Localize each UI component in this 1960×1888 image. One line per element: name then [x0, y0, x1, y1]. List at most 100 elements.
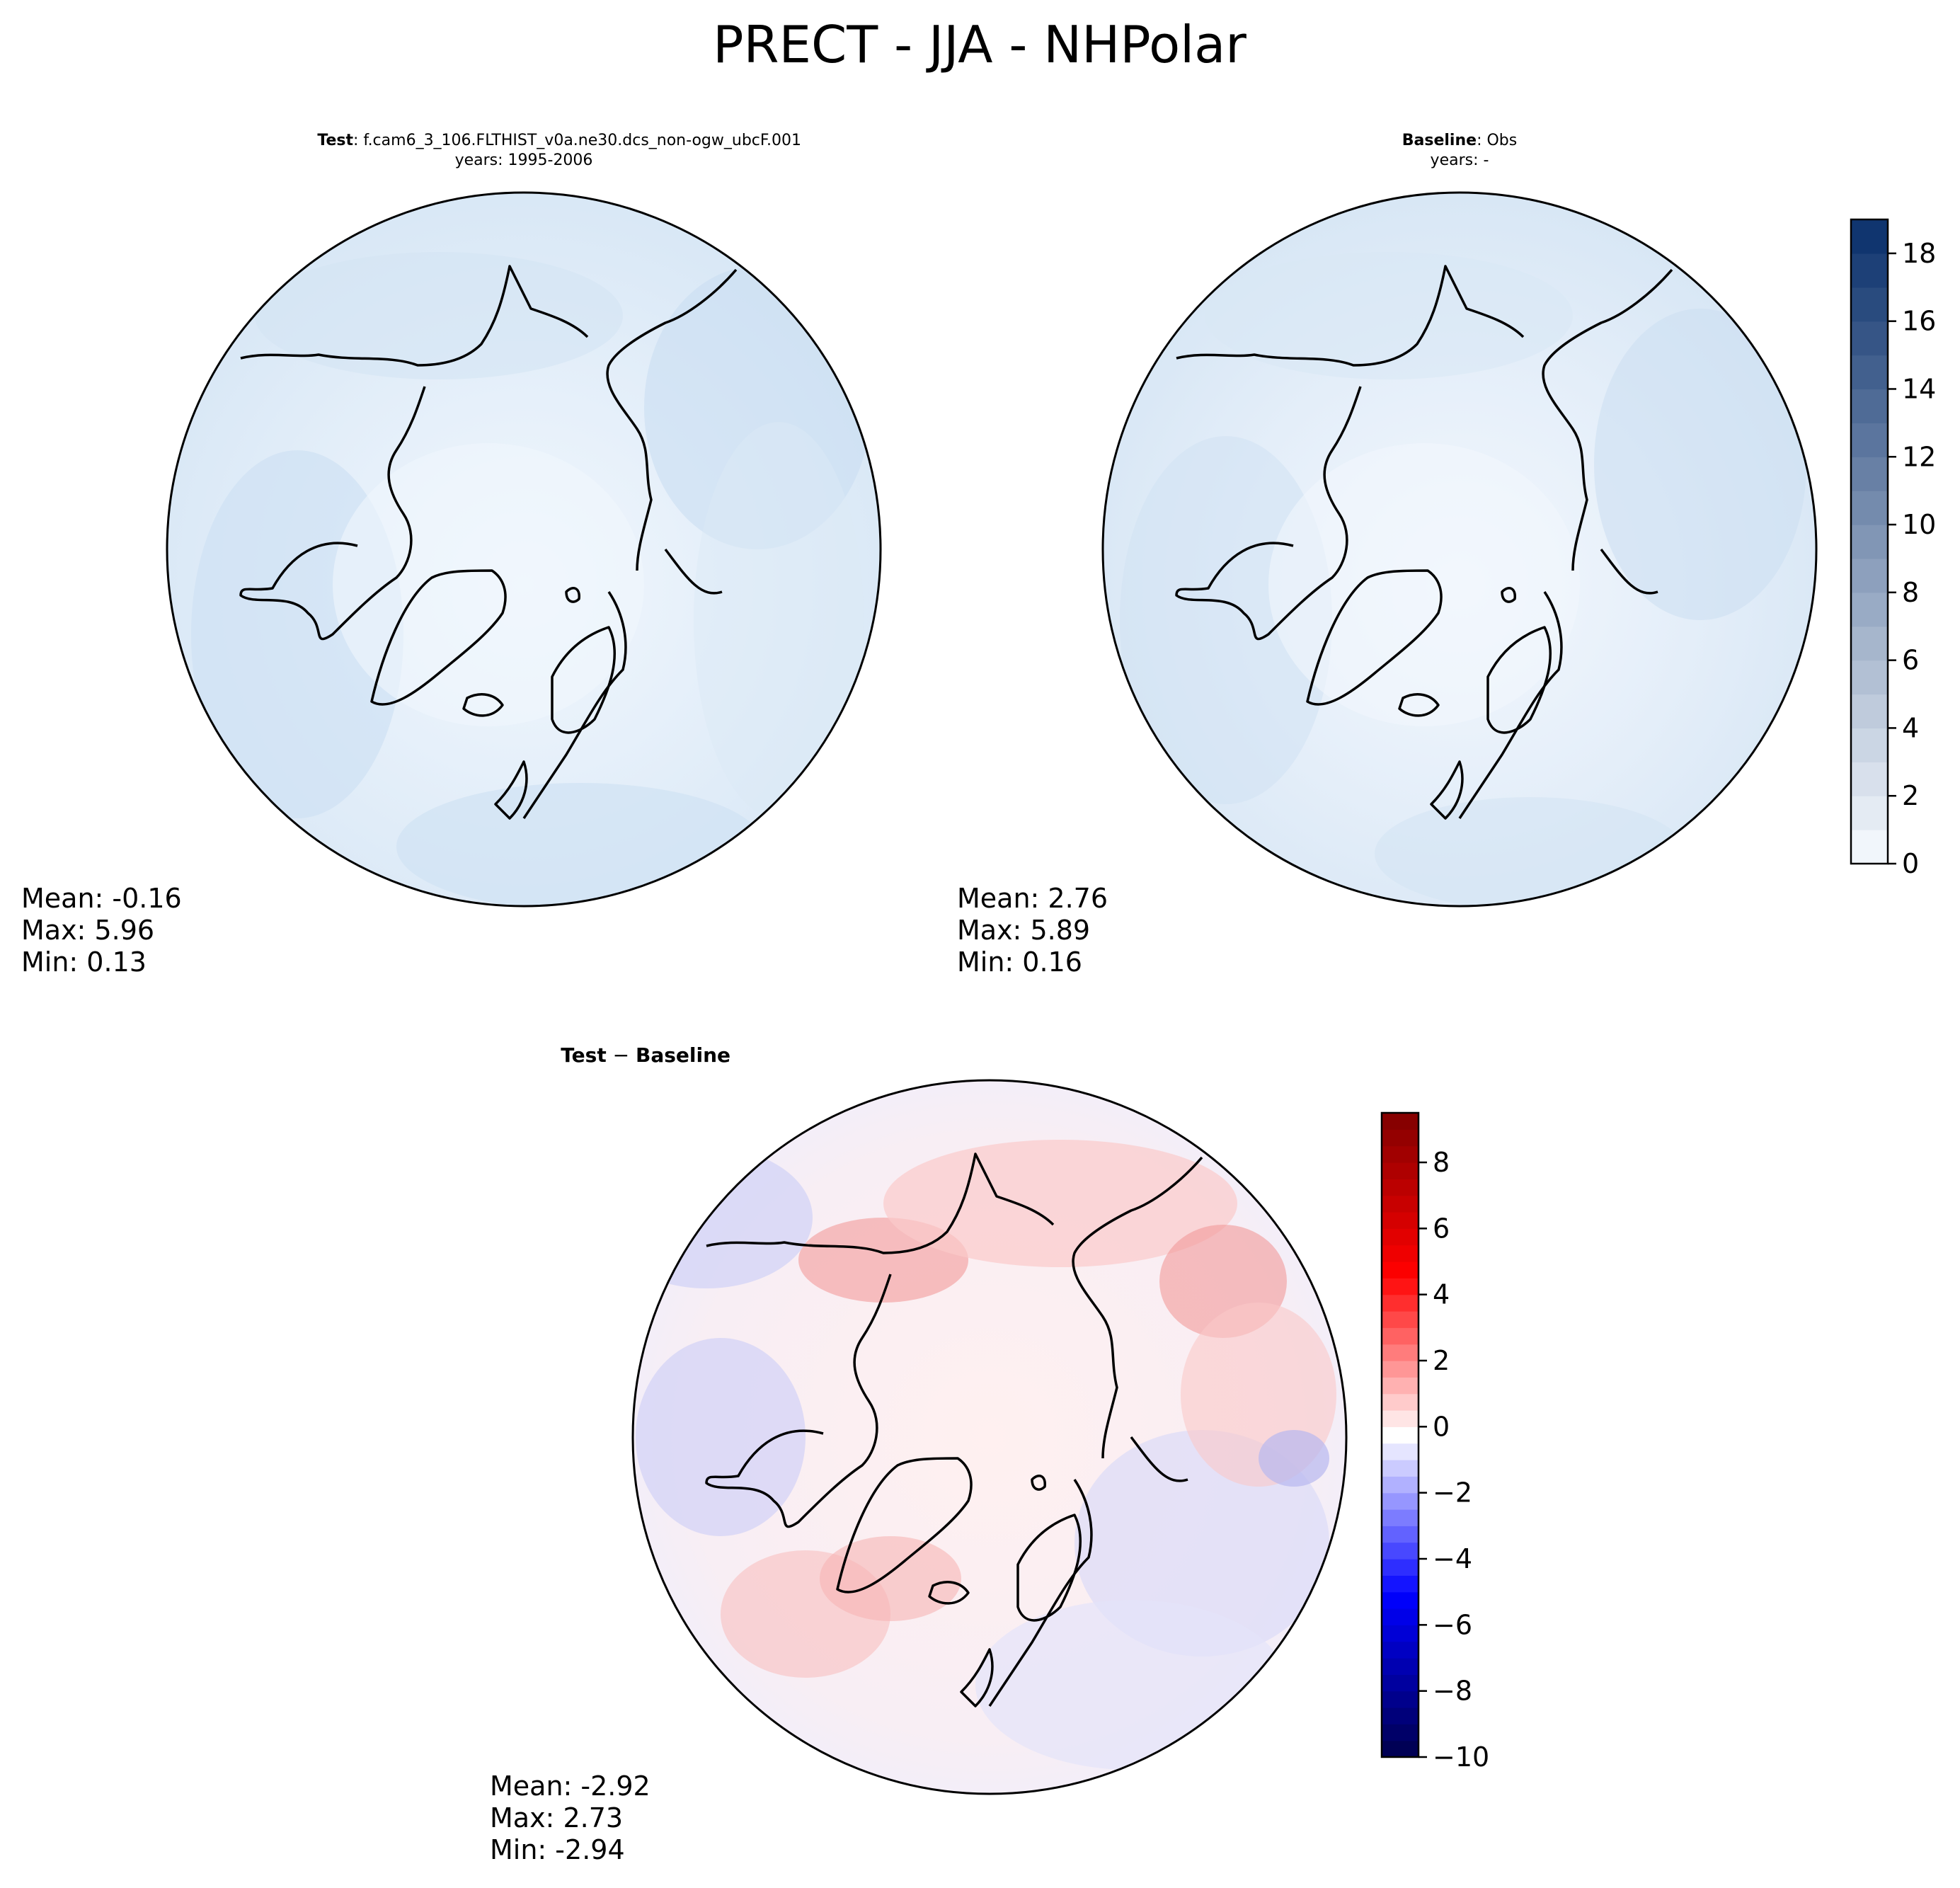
baseline-field-shading [1120, 252, 1806, 906]
baseline-mean: Mean: 2.76 [957, 883, 1108, 914]
field-region [1120, 436, 1332, 804]
uk-coastline [1430, 760, 1464, 820]
russia-coastline [606, 268, 738, 571]
test-map [167, 193, 881, 906]
colorbar-band [1382, 1377, 1419, 1395]
field-region [820, 1536, 961, 1621]
colorbar-band [1382, 1361, 1419, 1378]
colorbar-band [1382, 1591, 1419, 1609]
colorbar-band [1851, 558, 1888, 593]
colorbar-band [1382, 1724, 1419, 1741]
colorbar-band [1382, 1294, 1419, 1312]
colorbar-band [1851, 830, 1888, 864]
colorbar-band [1851, 660, 1888, 695]
baseline-title-label: Baseline [1402, 132, 1477, 149]
baseline-panel: Baseline: Obs years: - Mean: 2.76 Max: 5… [957, 132, 1936, 978]
colorbar-tick-label: 0 [1433, 1411, 1450, 1442]
difference-min: Min: -2.94 [490, 1834, 625, 1865]
test-panel-years: years: 1995-2006 [455, 151, 593, 169]
colorbar-band [1851, 219, 1888, 254]
colorbar-band [1382, 1145, 1419, 1163]
colorbar-band [1851, 728, 1888, 762]
field-region [1205, 252, 1573, 379]
colorbar-band [1382, 1492, 1419, 1510]
test-max: Max: 5.96 [21, 915, 154, 946]
colorbar-band [1851, 694, 1888, 729]
scandi-coastline [1016, 1514, 1082, 1622]
test-mean: Mean: -0.16 [21, 883, 182, 914]
iceland-coastline [462, 693, 504, 717]
baseline-panel-title: Baseline: Obs [1402, 132, 1517, 149]
colorbar-band [1851, 355, 1888, 390]
baseline-panel-years: years: - [1431, 151, 1489, 169]
green-coastline [1306, 569, 1443, 706]
test-coastlines [239, 265, 738, 820]
baseline-map [1103, 193, 1816, 906]
russia-coastline [1072, 1156, 1203, 1459]
colorbar-band [1851, 626, 1888, 661]
colorbar-band [1382, 1410, 1419, 1427]
difference-title-minus: − [607, 1043, 636, 1067]
field-region [1594, 309, 1806, 620]
colorbar-band [1382, 1526, 1419, 1543]
colorbar-band [1382, 1245, 1419, 1262]
colorbar-band [1382, 1261, 1419, 1278]
colorbar-band [1382, 1426, 1419, 1444]
colorbar-band [1382, 1278, 1419, 1295]
test-title-case: : f.cam6_3_106.FLTHIST_v0a.ne30.dcs_non-… [353, 132, 801, 149]
seismic-colorbar: 8 6 4 2 0 −2 −4 −6 −8 −10 [1380, 1111, 1489, 1773]
canada-coastline [239, 386, 426, 641]
colorbar-tick-label: −2 [1433, 1477, 1472, 1509]
russia-coastline [1542, 268, 1673, 571]
field-region [1074, 1430, 1329, 1657]
colorbar-band [1382, 1559, 1419, 1576]
difference-panel-title: Test − Baseline [561, 1043, 730, 1067]
scandi-coastline [1486, 626, 1552, 734]
colorbar-band [1382, 1228, 1419, 1246]
field-region [633, 1147, 813, 1288]
colorbar-tick-label: 14 [1902, 373, 1936, 404]
colorbar-band [1382, 1113, 1419, 1130]
colorbar-band [1382, 1179, 1419, 1196]
colorbar-tick-label: 2 [1902, 780, 1919, 811]
colorbar-tick-label: 4 [1902, 712, 1919, 743]
colorbar-band [1382, 1327, 1419, 1345]
colorbar-band [1382, 1344, 1419, 1361]
colorbar-tick-label: 0 [1902, 848, 1919, 879]
colorbar-band [1851, 457, 1888, 491]
colorbar-tick-label: 8 [1902, 577, 1919, 608]
baseline-max: Max: 5.89 [957, 915, 1090, 946]
eurasia-coastline [1458, 548, 1658, 819]
difference-mean: Mean: -2.92 [490, 1770, 651, 1802]
canada-coastline [705, 1274, 892, 1528]
uk-coastline [960, 1648, 994, 1707]
field-region [1375, 797, 1686, 906]
test-min: Min: 0.13 [21, 946, 147, 978]
colorbar-band [1382, 1195, 1419, 1213]
difference-max: Max: 2.73 [490, 1802, 623, 1833]
colorbar-tick-label: 6 [1433, 1213, 1450, 1244]
colorbar-band [1382, 1443, 1419, 1460]
colorbar-tick-label: −10 [1433, 1741, 1489, 1773]
colorbar-tick-label: 10 [1902, 509, 1936, 540]
colorbar-band [1382, 1460, 1419, 1477]
iceland-coastline [928, 1581, 970, 1605]
colorbar-band [1382, 1674, 1419, 1692]
colorbar-tick-label: 16 [1902, 306, 1936, 337]
field-region [1259, 1430, 1329, 1487]
test-panel-title: Test: f.cam6_3_106.FLTHIST_v0a.ne30.dcs_… [317, 132, 801, 149]
colorbar-tick-label: −6 [1433, 1609, 1472, 1640]
colorbar-band [1851, 389, 1888, 423]
alaska-coastline [240, 265, 589, 367]
colorbar-band [1851, 287, 1888, 322]
difference-coastlines [705, 1152, 1203, 1707]
alaska-coastline [706, 1152, 1055, 1254]
svalbard-coastline [1031, 1475, 1046, 1491]
colorbar-band [1851, 423, 1888, 457]
colorbar-tick-label: 12 [1902, 441, 1936, 472]
eurasia-coastline [522, 548, 723, 819]
iceland-coastline [1398, 693, 1440, 717]
colorbar-tick-label: 2 [1433, 1345, 1450, 1376]
test-title-label: Test [317, 132, 353, 149]
